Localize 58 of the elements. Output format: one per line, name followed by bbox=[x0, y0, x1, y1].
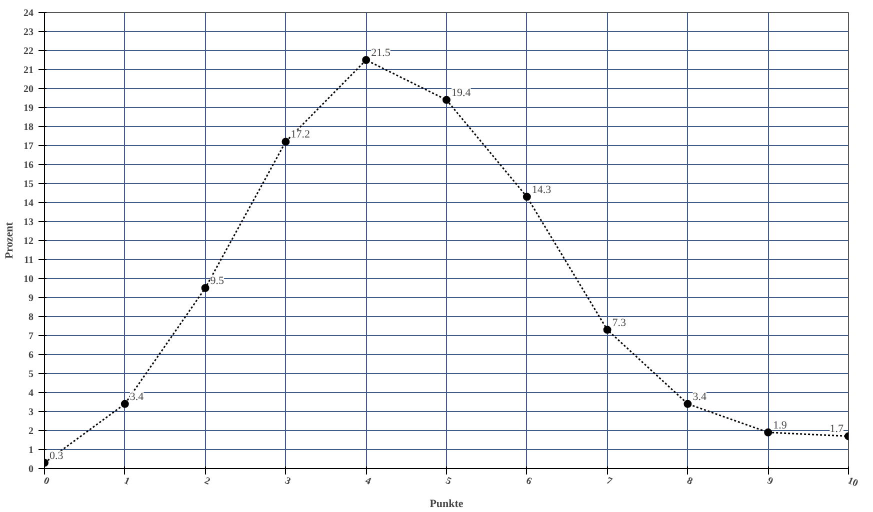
x-tick-label: 2 bbox=[202, 475, 212, 488]
y-tick-label: 5 bbox=[28, 369, 34, 380]
x-tick-label: 0 bbox=[42, 475, 51, 488]
data-label: 14.3 bbox=[532, 184, 552, 196]
data-label: 7.3 bbox=[612, 316, 627, 329]
data-label: 1.7 bbox=[830, 423, 844, 436]
x-tick-label: 4 bbox=[364, 475, 372, 488]
point bbox=[522, 192, 531, 201]
y-tick-label: 10 bbox=[24, 274, 34, 285]
x-tick-label: 9 bbox=[766, 475, 774, 488]
y-tick-label: 7 bbox=[28, 331, 34, 342]
y-tick-label: 15 bbox=[24, 179, 34, 190]
x-tick-label: 3 bbox=[283, 475, 292, 488]
y-tick-label: 17 bbox=[24, 141, 34, 152]
data-label: 9.5 bbox=[210, 275, 225, 287]
point bbox=[282, 138, 290, 146]
y-tick-label: 23 bbox=[24, 27, 34, 38]
x-tick-label: 1 bbox=[122, 475, 132, 488]
y-tick-label: 21 bbox=[24, 65, 34, 76]
x-tick-label: 10 bbox=[846, 475, 860, 490]
y-tick-label: 1 bbox=[28, 445, 34, 456]
point bbox=[201, 284, 210, 292]
y-tick-label: 24 bbox=[24, 8, 34, 19]
y-tick-label: 6 bbox=[28, 350, 34, 361]
x-tick-label: 8 bbox=[685, 475, 694, 488]
x-tick-label: 5 bbox=[444, 475, 453, 488]
y-tick-label: 14 bbox=[24, 198, 34, 209]
data-label: 1.9 bbox=[773, 419, 788, 432]
y-tick-label: 12 bbox=[24, 236, 34, 247]
y-tick-label: 11 bbox=[24, 255, 34, 266]
y-tick-label: 2 bbox=[28, 426, 34, 437]
x-tick-label: 7 bbox=[604, 475, 614, 488]
point bbox=[764, 428, 772, 436]
data-label: 21.5 bbox=[371, 47, 391, 59]
y-tick-label: 18 bbox=[24, 122, 34, 133]
data-label: 0.3 bbox=[50, 450, 64, 462]
y-tick-label: 19 bbox=[24, 103, 34, 114]
y-tick-label: 9 bbox=[28, 293, 34, 304]
y-tick-label: 3 bbox=[28, 407, 34, 418]
y-tick-label: 8 bbox=[28, 312, 34, 323]
y-tick-label: 13 bbox=[24, 217, 34, 228]
point bbox=[442, 96, 450, 104]
data-label: 3.4 bbox=[692, 390, 707, 403]
y-tick-label: 22 bbox=[24, 46, 34, 57]
point bbox=[684, 400, 692, 408]
y-tick-label: 0 bbox=[28, 464, 34, 475]
x-tick-label: 6 bbox=[524, 475, 534, 488]
y-tick-label: 4 bbox=[28, 388, 34, 399]
point bbox=[603, 326, 612, 334]
point bbox=[362, 56, 370, 64]
point bbox=[120, 400, 129, 408]
data-label: 17.2 bbox=[290, 128, 310, 141]
x-axis-title: Punkte bbox=[430, 498, 464, 510]
data-label: 19.4 bbox=[452, 86, 472, 99]
y-tick-label: 16 bbox=[24, 160, 34, 171]
data-label: 3.4 bbox=[130, 390, 144, 403]
y-axis-title: Prozent bbox=[4, 222, 16, 259]
y-tick-label: 20 bbox=[24, 84, 34, 95]
